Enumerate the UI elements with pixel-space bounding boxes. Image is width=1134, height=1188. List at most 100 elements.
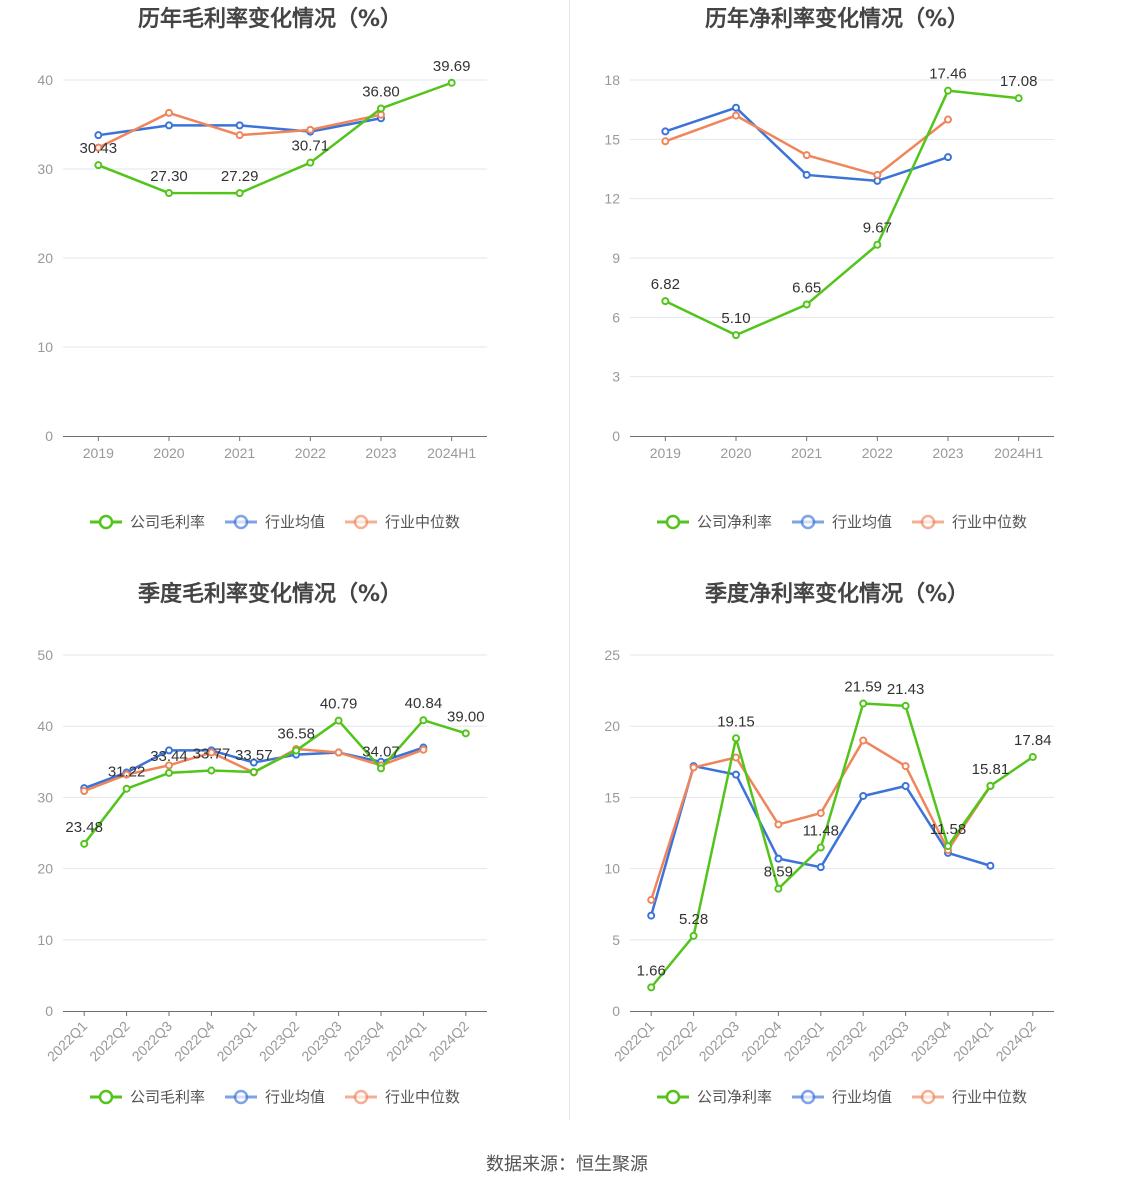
data-point-median	[334, 748, 343, 757]
data-point-company	[816, 843, 825, 852]
legend-item-avg: 行业均值	[792, 1088, 892, 1106]
data-label: 5.28	[679, 911, 708, 928]
legend-swatch-marker	[920, 1089, 936, 1105]
chart-panel-quarterly-net-margin: 季度净利率变化情况（%） 0 5 10 15 20 25 2022Q1 2022Q2 2022Q3…	[567, 575, 1134, 1150]
data-point-avg	[816, 863, 825, 872]
data-label: 11.58	[930, 821, 966, 838]
data-point-company	[944, 842, 952, 851]
data-label: 17.46	[929, 66, 967, 83]
data-point-company	[732, 331, 740, 340]
data-point-avg	[235, 121, 244, 130]
data-point-median	[165, 761, 173, 770]
data-point-median	[816, 809, 825, 818]
data-point-avg	[901, 782, 910, 791]
panel-divider	[569, 0, 570, 1120]
legend-item-median: 行业中位数	[912, 513, 1027, 531]
y-tick-label: 5	[612, 932, 620, 948]
x-tick-label: 2023	[932, 445, 963, 461]
data-point-avg	[165, 746, 173, 755]
y-tick-label: 15	[604, 789, 620, 805]
data-point-company	[986, 781, 995, 790]
legend-swatch-marker	[233, 1089, 249, 1105]
x-tick-label: 2024Q1	[950, 1018, 997, 1065]
x-tick-label: 2023Q4	[341, 1018, 388, 1065]
series-line-company	[97, 81, 453, 195]
data-label: 6.65	[792, 279, 821, 296]
x-tick-label: 2022	[295, 445, 326, 461]
data-label: 33.44	[150, 748, 188, 765]
x-tick-label: 2022Q4	[171, 1018, 218, 1065]
y-tick-label: 20	[604, 718, 620, 734]
data-point-median	[80, 786, 89, 795]
data-point-median	[207, 748, 216, 757]
data-point-avg	[94, 131, 103, 140]
data-point-company	[447, 78, 456, 87]
data-point-median	[901, 762, 910, 771]
data-point-avg	[802, 170, 811, 179]
y-tick-label: 10	[37, 339, 53, 355]
legend-item-avg: 行业均值	[225, 513, 325, 531]
legend-item-company: 公司毛利率	[90, 513, 205, 531]
y-tick-label: 20	[37, 250, 53, 266]
y-tick-label: 0	[45, 428, 53, 444]
data-point-company	[661, 297, 670, 306]
y-tick-label: 0	[45, 1003, 53, 1019]
series-line-median	[664, 114, 949, 177]
data-label: 36.80	[362, 83, 400, 100]
data-label: 9.67	[863, 220, 892, 237]
data-label: 34.07	[362, 743, 400, 760]
y-tick-label: 30	[37, 161, 53, 177]
x-tick-label: 2021	[791, 445, 822, 461]
data-point-median	[873, 170, 882, 179]
data-point-company	[802, 300, 811, 309]
x-tick-label: 2022Q4	[738, 1018, 785, 1065]
data-point-company	[377, 104, 385, 113]
data-label: 23.48	[65, 819, 103, 836]
data-label: 39.00	[447, 708, 485, 725]
data-label: 21.43	[887, 681, 925, 698]
data-point-company	[901, 701, 910, 710]
series-line-company	[664, 89, 1019, 337]
x-tick-label: 2020	[720, 445, 751, 461]
data-point-company	[873, 240, 882, 249]
data-point-median	[689, 763, 698, 772]
data-label: 40.79	[320, 696, 358, 713]
legend-swatch-marker	[98, 514, 114, 530]
chart-panel-annual-gross-margin: 历年毛利率变化情况（%） 0 10 20 30 40 2019 2020 2021 2022 202…	[0, 0, 567, 575]
chart-panel-annual-net-margin: 历年净利率变化情况（%） 0 3 6 9 12 15 18 2019 2020 2021 2022 20…	[567, 0, 1134, 575]
data-point-company	[235, 189, 244, 198]
legend-swatch-marker	[233, 514, 249, 530]
y-tick-label: 0	[612, 428, 620, 444]
chart-title: 季度净利率变化情况（%）	[705, 581, 969, 607]
x-tick-label: 2022Q1	[44, 1018, 91, 1065]
x-tick-label: 2024H1	[994, 445, 1043, 461]
legend-label: 行业中位数	[952, 513, 1027, 531]
data-point-company	[165, 768, 173, 777]
legend-item-median: 行业中位数	[345, 1088, 460, 1106]
data-point-company	[859, 699, 868, 708]
legend-label: 公司毛利率	[130, 513, 205, 531]
y-tick-label: 30	[37, 789, 53, 805]
x-tick-label: 2022Q3	[696, 1018, 743, 1065]
y-tick-label: 12	[604, 191, 620, 207]
data-point-company	[944, 86, 952, 95]
data-point-median	[94, 143, 103, 152]
data-point-median	[661, 137, 670, 146]
x-tick-label: 2023Q1	[213, 1018, 260, 1065]
data-point-median	[859, 736, 868, 745]
legend-swatch-marker	[800, 1089, 816, 1105]
x-tick-label: 2022	[862, 445, 893, 461]
data-point-company	[377, 764, 385, 773]
data-label: 27.29	[221, 168, 259, 185]
x-tick-label: 2024Q2	[425, 1018, 472, 1065]
legend-item-median: 行业中位数	[912, 1088, 1027, 1106]
legend-swatch-marker	[800, 514, 816, 530]
x-tick-label: 2022Q2	[86, 1018, 133, 1065]
data-point-avg	[647, 911, 656, 920]
data-label: 33.57	[235, 747, 273, 764]
chart-title: 历年净利率变化情况（%）	[705, 6, 969, 32]
data-point-company	[165, 189, 173, 198]
x-tick-label: 2023	[365, 445, 396, 461]
data-point-median	[802, 151, 811, 160]
x-tick-label: 2019	[83, 445, 114, 461]
